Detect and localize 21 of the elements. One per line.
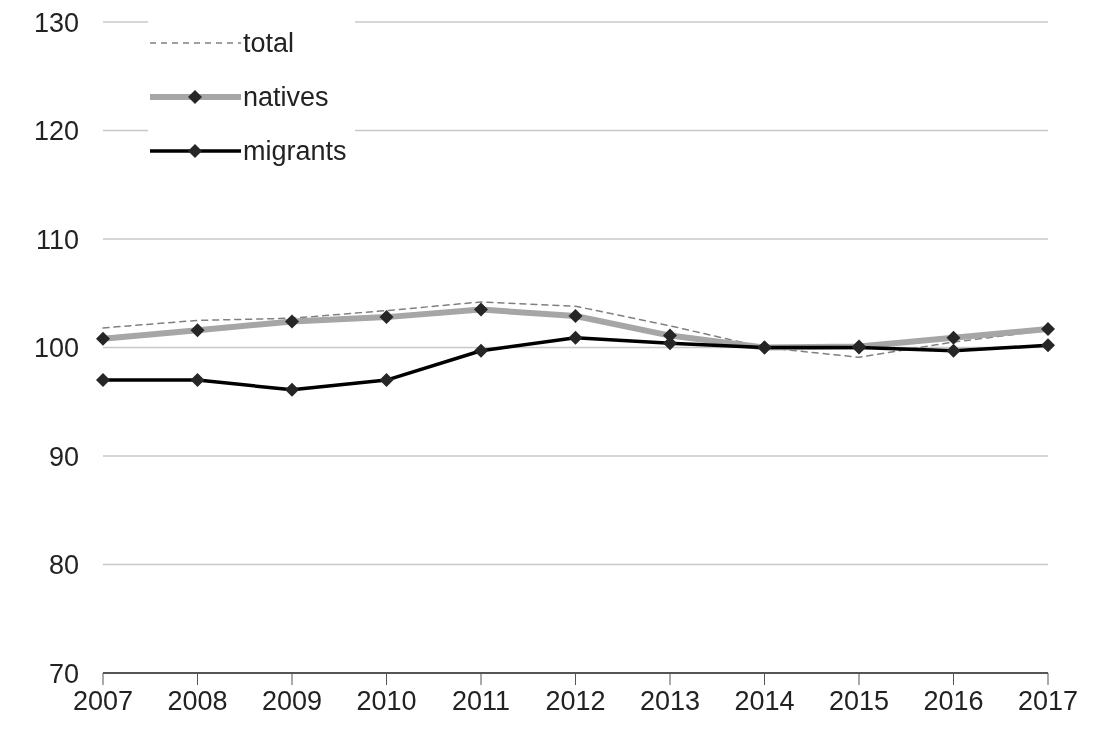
- legend-label: total: [243, 27, 295, 60]
- x-tick-label: 2007: [72, 686, 134, 717]
- x-tick-label: 2011: [451, 686, 511, 717]
- legend-label: migrants: [243, 135, 347, 168]
- x-tick-label: 2012: [545, 686, 606, 717]
- y-tick-label: 100: [33, 333, 79, 364]
- y-tick-label: 120: [33, 116, 79, 147]
- x-tick-label: 2013: [639, 686, 701, 717]
- x-tick-label: 2016: [923, 686, 984, 717]
- x-tick-label: 2015: [828, 686, 890, 717]
- y-tick-label: 70: [48, 658, 79, 689]
- x-tick-label: 2009: [261, 686, 323, 717]
- y-tick-label: 130: [33, 7, 79, 38]
- x-tick-label: 2010: [356, 686, 417, 717]
- x-tick-label: 2017: [1017, 686, 1079, 717]
- x-tick-label: 2014: [734, 686, 795, 717]
- legend-label: natives: [243, 81, 329, 114]
- y-tick-label: 90: [48, 441, 79, 472]
- y-tick-label: 110: [35, 224, 79, 255]
- y-tick-label: 80: [48, 550, 79, 581]
- x-tick-label: 2008: [167, 686, 228, 717]
